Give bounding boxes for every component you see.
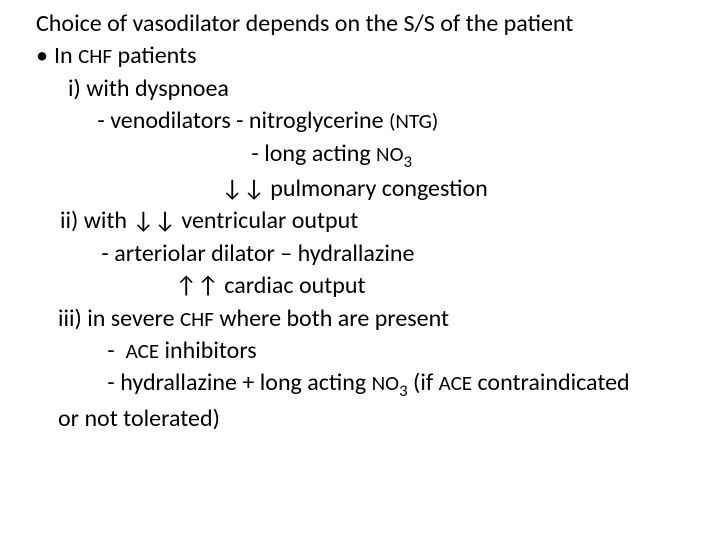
text-ace2: ACE <box>439 370 472 396</box>
text-in: In <box>54 41 78 70</box>
text-sub3b: 3 <box>399 380 408 401</box>
text-ace: ACE <box>126 338 159 364</box>
line-i-dyspnoea: i) with dyspnoea <box>0 73 720 105</box>
title-line: Choice of vasodilator depends on the S/S… <box>0 8 720 40</box>
bullet-icon: • <box>36 40 54 72</box>
line-venodilators: - venodilators - nitroglycerine (NTG) <box>0 105 720 137</box>
text-long-acting: - long acting <box>246 139 376 168</box>
text-no2: NO <box>372 370 399 396</box>
bullet-line-chf-patients: •In CHF patients <box>0 40 720 72</box>
text-no: NO <box>376 141 403 167</box>
line-ii-ventricular: ii) with ↓↓ ventricular output <box>0 205 720 237</box>
text-hydrallazine: - hydrallazine + long acting <box>102 368 372 397</box>
line-ace-inhibitors: - ACE inhibitors <box>0 335 720 367</box>
text-dash-ace: - <box>102 336 126 365</box>
text-ntg: (NTG) <box>389 108 438 134</box>
line-pulmonary-congestion: ↓↓ pulmonary congestion <box>0 173 720 205</box>
text-if: (if <box>408 368 439 397</box>
line-not-tolerated: or not tolerated) <box>0 403 720 435</box>
text-contraindicated: contraindicated <box>472 368 630 397</box>
line-iii-severe-chf: iii) in severe CHF where both are presen… <box>0 303 720 335</box>
text-chf: CHF <box>78 43 112 69</box>
line-hydrallazine-combo: - hydrallazine + long acting NO3 (if ACE… <box>0 367 720 402</box>
line-arteriolar-dilator: - arteriolar dilator – hydrallazine <box>0 238 720 270</box>
line-cardiac-output: ↑↑ cardiac output <box>0 270 720 302</box>
slide-content: Choice of vasodilator depends on the S/S… <box>0 0 720 540</box>
text-chf2: CHF <box>180 306 214 332</box>
text-both-present: where both are present <box>214 304 449 333</box>
text-venodilators: - venodilators - nitroglycerine <box>92 106 389 135</box>
text-sub3: 3 <box>404 150 413 171</box>
line-long-acting-no3: - long acting NO3 <box>0 138 720 173</box>
text-patients: patients <box>112 41 196 70</box>
text-inhibitors: inhibitors <box>159 336 257 365</box>
text-iii-severe: iii) in severe <box>58 304 180 333</box>
